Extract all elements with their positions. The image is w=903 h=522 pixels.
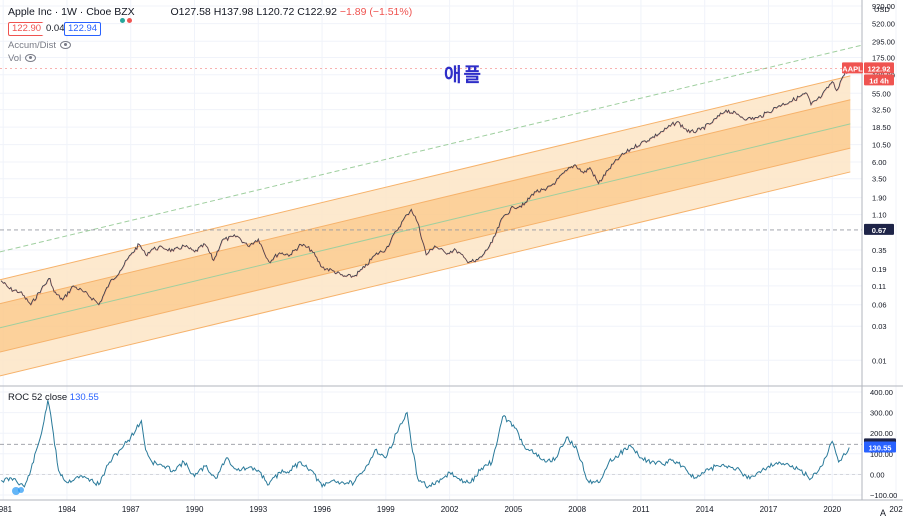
chart-header: Apple Inc · 1W · Cboe BZX O127.58 H137.9… bbox=[8, 6, 412, 18]
price-tick-label: 0.03 bbox=[872, 322, 887, 331]
price-tick-label: 18.50 bbox=[872, 123, 891, 132]
crosshair-price-tag: 0.67 bbox=[872, 226, 887, 235]
channel-inner-upper-line bbox=[0, 99, 851, 305]
tradingview-logo-icon bbox=[12, 487, 24, 495]
time-tick-label: 1996 bbox=[313, 505, 331, 514]
logo-shape bbox=[12, 487, 20, 495]
bar-timer-tag: 1d 4h bbox=[869, 76, 889, 85]
price-line bbox=[0, 68, 850, 306]
crosshair bbox=[0, 229, 862, 445]
price-tick-label: 1.10 bbox=[872, 211, 887, 220]
time-tick-label: 2017 bbox=[760, 505, 778, 514]
price-line-shadow bbox=[1, 68, 850, 306]
crosshair-price-tag-bg bbox=[864, 223, 894, 235]
bar-timer-tag-bg bbox=[864, 74, 894, 86]
time-tick-label: 2008 bbox=[568, 505, 586, 514]
logo-shape bbox=[18, 487, 24, 493]
price-tick-label: 0.11 bbox=[872, 282, 886, 291]
currency-label: USD bbox=[874, 5, 890, 14]
roc-tick-label: 0.00 bbox=[870, 470, 885, 479]
channel-upper-line bbox=[0, 75, 851, 281]
low-value: L120.72 bbox=[256, 6, 295, 18]
time-tick-label: 1984 bbox=[58, 505, 76, 514]
roc-last-tag-bg bbox=[864, 441, 896, 453]
channel-lower-outer-band bbox=[0, 148, 851, 376]
time-tick-label: 1999 bbox=[377, 505, 395, 514]
roc-tick-label: 100.00 bbox=[870, 450, 893, 459]
last-price-tag: 122.92 bbox=[868, 64, 891, 73]
channel-median-line bbox=[0, 123, 851, 329]
bid-box[interactable]: 122.90 bbox=[8, 22, 46, 36]
time-tick-label: 2002 bbox=[441, 505, 459, 514]
red-dot-icon bbox=[127, 18, 132, 23]
roc-tick-label: 200.00 bbox=[870, 429, 893, 438]
volume-legend[interactable]: Vol bbox=[8, 53, 37, 64]
roc-legend-value: 130.55 bbox=[69, 392, 99, 403]
high-value: H137.98 bbox=[213, 6, 254, 18]
price-tick-label: 920.00 bbox=[872, 2, 895, 11]
price-tick-label: 3.50 bbox=[872, 175, 887, 184]
header-dots[interactable] bbox=[120, 10, 142, 23]
ask-box[interactable]: 122.94 bbox=[64, 22, 102, 36]
roc-tick-label: −100.00 bbox=[870, 491, 897, 500]
last-symbol-tag: AAPL bbox=[842, 64, 863, 73]
price-tick-label: 0.01 bbox=[872, 356, 887, 365]
roc-tick-label: 400.00 bbox=[870, 388, 893, 397]
time-tick-label: 1993 bbox=[249, 505, 267, 514]
time-tick-label: 1990 bbox=[186, 505, 204, 514]
roc-tick-label: 300.00 bbox=[870, 409, 893, 418]
price-tick-label: 32.50 bbox=[872, 106, 891, 115]
price-tick-label: 55.00 bbox=[872, 89, 891, 98]
channel-lower-line bbox=[0, 171, 851, 377]
time-tick-label: 2020 bbox=[823, 505, 841, 514]
change-value: −1.89 (−1.51%) bbox=[339, 6, 413, 18]
chart-overlay-title: 애플 bbox=[444, 65, 483, 86]
eye-icon[interactable] bbox=[25, 54, 37, 63]
price-tick-label: 295.00 bbox=[872, 37, 895, 46]
green-dot-icon bbox=[120, 18, 125, 23]
roc-legend[interactable]: ROC 52 close 130.55 bbox=[8, 392, 99, 403]
channel-upper-outer-band bbox=[0, 75, 851, 304]
last-price-tag-bg bbox=[864, 62, 894, 74]
spread-value: 0.04 bbox=[42, 22, 69, 36]
price-tick-label: 0.06 bbox=[872, 301, 887, 310]
time-tick-label: 1987 bbox=[122, 505, 140, 514]
price-tick-label: 6.00 bbox=[872, 158, 887, 167]
regression-channel bbox=[0, 44, 863, 377]
roc-last-tag: 130.55 bbox=[869, 444, 892, 453]
time-tick-label: 2014 bbox=[696, 505, 714, 514]
price-tick-label: 520.00 bbox=[872, 20, 895, 29]
roc-label: ROC 52 close bbox=[8, 392, 68, 403]
price-series bbox=[0, 67, 862, 306]
accum-dist-label: Accum/Dist bbox=[8, 40, 57, 51]
symbol-label[interactable]: Apple Inc · 1W · Cboe BZX bbox=[8, 6, 135, 18]
close-value: C122.92 bbox=[297, 6, 337, 18]
time-tick-label: 1981 bbox=[0, 505, 13, 514]
volume-label: Vol bbox=[8, 53, 22, 64]
price-tick-label: 175.00 bbox=[872, 53, 895, 62]
time-axis-ticks: 1981 1984 1987 1990 1993 1996 1999 2002 2005 2008… bbox=[0, 505, 903, 514]
time-tick-label: 2005 bbox=[504, 505, 522, 514]
channel-top-dashed-line bbox=[0, 44, 863, 253]
last-symbol-tag-bg bbox=[842, 62, 863, 74]
price-tick-label: 10.50 bbox=[872, 141, 891, 150]
roc-series bbox=[0, 400, 862, 489]
roc-gridlines bbox=[0, 391, 862, 496]
price-tick-label: 0.35 bbox=[872, 246, 887, 255]
price-axis-ticks: USD920.00520.00295.00175.00100.0055.0032… bbox=[872, 2, 895, 365]
roc-line bbox=[0, 400, 850, 489]
roc-axis-ticks: 400.00 300.00 200.00 100.00 0.00 −100.00 bbox=[870, 388, 897, 500]
open-value: O127.58 bbox=[170, 6, 211, 18]
accum-dist-legend[interactable]: Accum/Dist bbox=[8, 40, 72, 51]
price-tick-label: 0.19 bbox=[872, 265, 887, 274]
eye-icon[interactable] bbox=[60, 41, 72, 50]
price-tick-label: 1.90 bbox=[872, 194, 887, 203]
time-tick-label: 2011 bbox=[632, 505, 650, 514]
auto-scale-button[interactable]: A bbox=[880, 508, 887, 518]
axes bbox=[0, 0, 903, 501]
time-tick-label: 202 bbox=[889, 505, 903, 514]
